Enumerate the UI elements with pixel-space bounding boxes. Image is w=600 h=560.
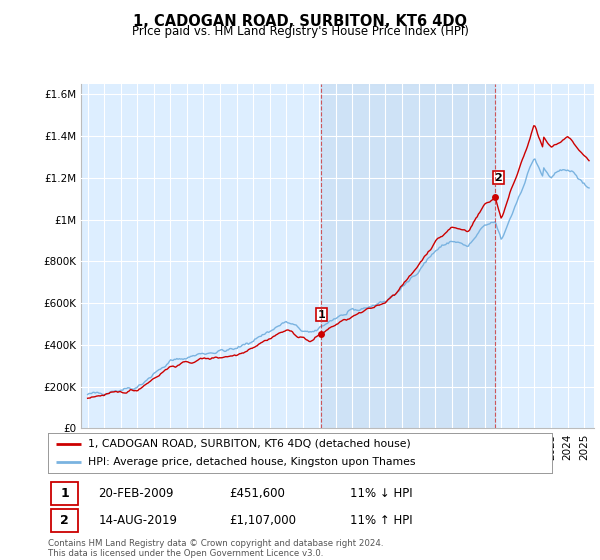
Text: HPI: Average price, detached house, Kingston upon Thames: HPI: Average price, detached house, King… bbox=[88, 458, 416, 467]
Text: 1: 1 bbox=[60, 487, 69, 500]
Text: 1, CADOGAN ROAD, SURBITON, KT6 4DQ: 1, CADOGAN ROAD, SURBITON, KT6 4DQ bbox=[133, 14, 467, 29]
Text: 1: 1 bbox=[317, 310, 325, 320]
Text: Price paid vs. HM Land Registry's House Price Index (HPI): Price paid vs. HM Land Registry's House … bbox=[131, 25, 469, 38]
Text: 11% ↑ HPI: 11% ↑ HPI bbox=[350, 514, 413, 527]
Text: 11% ↓ HPI: 11% ↓ HPI bbox=[350, 487, 413, 500]
Bar bbox=[321, 84, 495, 428]
Text: £451,600: £451,600 bbox=[229, 487, 286, 500]
Text: £1,107,000: £1,107,000 bbox=[229, 514, 296, 527]
Text: 2: 2 bbox=[494, 172, 502, 183]
FancyBboxPatch shape bbox=[50, 509, 78, 531]
Text: 1, CADOGAN ROAD, SURBITON, KT6 4DQ (detached house): 1, CADOGAN ROAD, SURBITON, KT6 4DQ (deta… bbox=[88, 439, 411, 449]
Text: Contains HM Land Registry data © Crown copyright and database right 2024.
This d: Contains HM Land Registry data © Crown c… bbox=[48, 539, 383, 558]
Text: 14-AUG-2019: 14-AUG-2019 bbox=[98, 514, 178, 527]
Text: 2: 2 bbox=[60, 514, 69, 527]
Text: 20-FEB-2009: 20-FEB-2009 bbox=[98, 487, 174, 500]
FancyBboxPatch shape bbox=[50, 482, 78, 505]
